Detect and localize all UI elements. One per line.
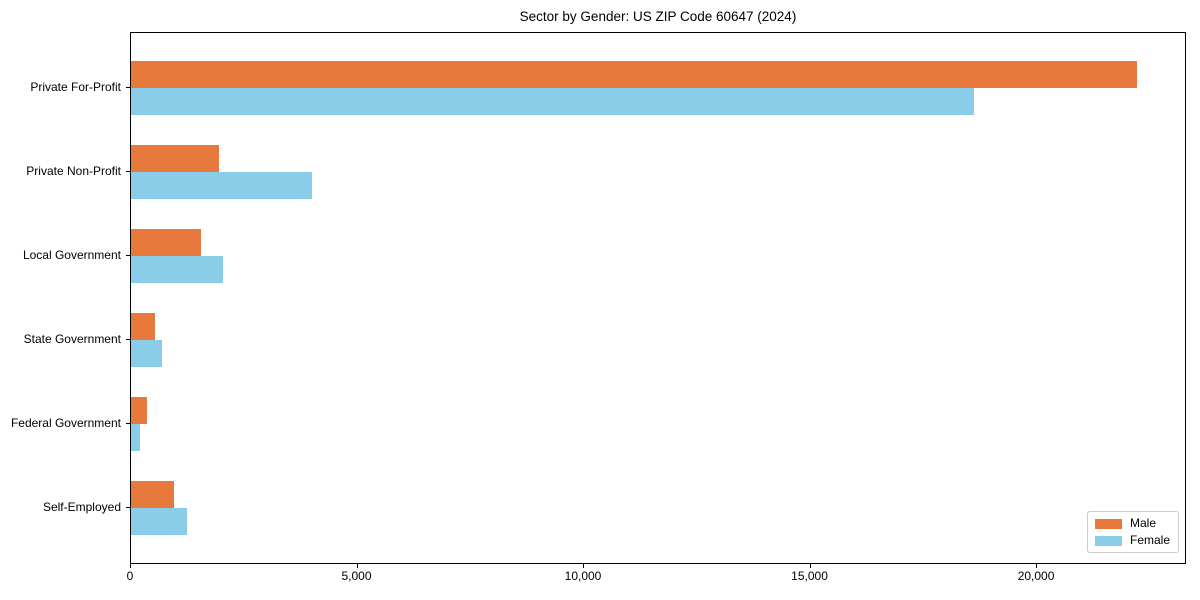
female-color-swatch <box>1094 535 1122 546</box>
x-tick-label-5000: 5,000 <box>341 569 372 583</box>
bar-male-self-employed <box>131 481 175 508</box>
x-tick-label-0: 0 <box>126 569 134 583</box>
legend-item-female: Female <box>1094 533 1170 547</box>
y-label-federal-government: Federal Government <box>10 415 121 430</box>
bar-male-federal-government <box>131 396 147 424</box>
y-tick-federal-government <box>126 422 130 425</box>
legend: Male Female <box>1086 511 1179 553</box>
bar-male-local-government <box>131 228 202 256</box>
y-tick-state-government <box>126 338 130 340</box>
y-tick-self-employed <box>126 507 130 509</box>
x-tick-0 <box>130 564 132 568</box>
x-tick-10000 <box>583 564 585 568</box>
y-label-private-non-profit: Private Non-Profit <box>26 163 121 178</box>
legend-item-male: Male <box>1094 516 1170 530</box>
bar-female-state-government <box>131 339 162 367</box>
bar-female-private-non-profit <box>131 171 313 199</box>
y-tick-private-for-profit <box>126 86 130 88</box>
y-tick-private-non-profit <box>126 170 130 172</box>
bar-male-state-government <box>131 312 155 340</box>
bar-female-self-employed <box>131 508 188 535</box>
y-label-private-for-profit: Private For-Profit <box>30 79 121 94</box>
bar-female-federal-government <box>131 423 141 451</box>
x-tick-15000 <box>809 564 811 568</box>
y-label-local-government: Local Government <box>22 247 121 262</box>
y-tick-local-government <box>126 254 130 256</box>
legend-label-male: Male <box>1129 516 1156 530</box>
x-tick-label-15000: 15,000 <box>791 569 828 583</box>
x-tick-5000 <box>356 564 358 568</box>
plot-area: Male Female <box>130 32 1186 564</box>
legend-label-female: Female <box>1129 533 1170 547</box>
bar-male-private-for-profit <box>131 60 1137 88</box>
y-label-state-government: State Government <box>23 331 121 346</box>
bar-female-private-for-profit <box>131 87 974 115</box>
x-tick-label-10000: 10,000 <box>564 569 602 583</box>
bar-male-private-non-profit <box>131 144 220 172</box>
chart-title: Sector by Gender: US ZIP Code 60647 (202… <box>519 9 797 24</box>
bar-female-local-government <box>131 255 223 283</box>
x-tick-label-20000: 20,000 <box>1017 569 1055 583</box>
y-label-self-employed: Self-Employed <box>42 500 121 514</box>
male-color-swatch <box>1094 518 1122 529</box>
x-tick-20000 <box>1036 564 1038 568</box>
